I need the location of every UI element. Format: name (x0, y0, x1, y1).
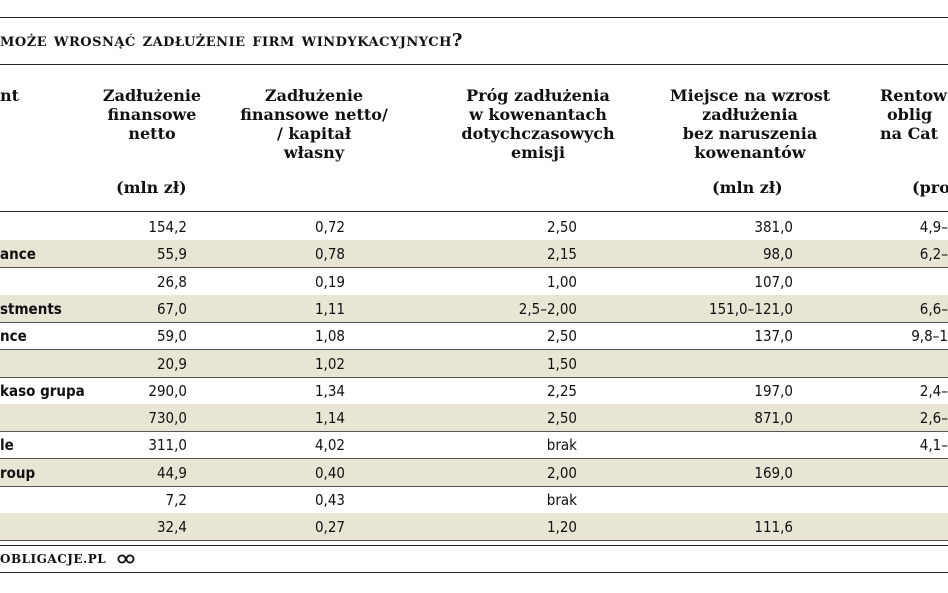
cell-threshold: 1,00 (546, 272, 577, 291)
col-header-room: Miejsce na wzrost zadłużenia bez narusze… (669, 86, 831, 162)
row-divider (0, 485, 948, 487)
infinity-logo-icon (117, 549, 135, 571)
cell-ratio: 0,43 (314, 491, 345, 509)
header-top-rule (0, 64, 948, 65)
col-header-threshold: Próg zadłużenia w kowenantach dotychczas… (461, 86, 615, 162)
cell-name: ance (0, 245, 36, 264)
cell-debt: 26,8 (156, 272, 187, 291)
cell-yield: 2,4– (919, 381, 948, 400)
cell-ratio: 4,02 (314, 436, 345, 455)
table-row: roup 44,9 0,40 2,00 169,0 (0, 458, 948, 487)
cell-ratio: 0,78 (314, 245, 345, 264)
cell-threshold: brak (546, 491, 577, 509)
cell-threshold: 2,15 (546, 245, 577, 264)
cell-name: roup (0, 463, 36, 482)
row-divider (0, 376, 948, 378)
row-divider (0, 267, 948, 269)
cell-yield: 4,1– (919, 436, 948, 455)
cell-debt: 55,9 (156, 245, 187, 264)
row-divider (0, 540, 948, 542)
table-row: 26,8 0,19 1,00 107,0 (0, 268, 948, 296)
cell-threshold: 1,20 (546, 518, 577, 537)
cell-room: 107,0 (754, 272, 793, 291)
row-divider (0, 431, 948, 433)
table-row: ance 55,9 0,78 2,15 98,0 6,2– (0, 240, 948, 269)
cell-debt: 32,4 (156, 518, 187, 537)
cell-ratio: 1,08 (314, 327, 345, 346)
page-title: może wrosnąć zadłużenie firm windykacyjn… (0, 30, 463, 51)
cell-name: stments (0, 299, 62, 318)
col-header-name: nt (0, 86, 20, 105)
table-row: 7,2 0,43 brak (0, 486, 948, 514)
cell-threshold: 2,00 (546, 463, 577, 482)
cell-room: 381,0 (754, 218, 793, 236)
table-row: 154,2 0,72 2,50 381,0 4,9– (0, 213, 948, 241)
table-row: 32,4 0,27 1,20 111,6 (0, 513, 948, 542)
cell-yield: 6,6– (919, 299, 948, 318)
cell-ratio: 0,19 (314, 272, 345, 291)
cell-ratio: 1,11 (314, 299, 345, 318)
cell-yield: 2,6– (919, 409, 948, 428)
cell-threshold: 2,50 (546, 327, 577, 346)
cell-ratio: 1,02 (314, 354, 345, 373)
table-row: 730,0 1,14 2,50 871,0 2,6– (0, 404, 948, 433)
col-header-yield: Rentow oblig na Cat (880, 86, 947, 143)
cell-threshold: 2,25 (546, 381, 577, 400)
cell-yield: 9,8–1 (911, 327, 948, 346)
cell-ratio: 1,14 (314, 409, 345, 428)
cell-ratio: 0,72 (314, 218, 345, 236)
cell-debt: 154,2 (148, 218, 187, 236)
cell-room: 151,0–121,0 (709, 299, 793, 318)
cell-name: nce (0, 327, 27, 346)
col-header-ratio: Zadłużenie finansowe netto/ / kapitał wł… (240, 86, 388, 162)
cell-debt: 290,0 (148, 381, 187, 400)
cell-threshold: 2,5–2,00 (518, 299, 577, 318)
cell-threshold: 2,50 (546, 409, 577, 428)
cell-room: 111,6 (754, 518, 793, 537)
cell-debt: 67,0 (156, 299, 187, 318)
cell-debt: 311,0 (148, 436, 187, 455)
source-label: obligacje.pl (0, 552, 107, 566)
header-bottom-rule (0, 211, 948, 212)
cell-threshold: 1,50 (546, 354, 577, 373)
col-header-debt: Zadłużenie finansowe netto (102, 86, 202, 143)
cell-room: 169,0 (754, 463, 793, 482)
cell-debt: 20,9 (156, 354, 187, 373)
cell-name: le (0, 436, 14, 455)
table-row: stments 67,0 1,11 2,5–2,00 151,0–121,0 6,6– (0, 294, 948, 323)
cell-ratio: 0,27 (314, 518, 345, 537)
cell-threshold: 2,50 (546, 218, 577, 236)
col-unit-room: (mln zł) (712, 178, 783, 197)
cell-room: 137,0 (754, 327, 793, 346)
cell-room: 98,0 (762, 245, 793, 264)
cell-yield: 4,9– (919, 218, 948, 236)
footer-bottom-rule (0, 572, 948, 573)
cell-name: kaso grupa (0, 381, 85, 400)
source-footer: obligacje.pl (0, 548, 135, 570)
cell-debt: 7,2 (165, 491, 187, 509)
table-row: kaso grupa 290,0 1,34 2,25 197,0 2,4– (0, 377, 948, 405)
cell-threshold: brak (546, 436, 577, 455)
cell-debt: 59,0 (156, 327, 187, 346)
cell-room: 197,0 (754, 381, 793, 400)
row-divider (0, 321, 948, 323)
table-row: le 311,0 4,02 brak 4,1– (0, 431, 948, 460)
col-unit-yield: (pro (912, 178, 948, 197)
title-top-rule (0, 17, 948, 18)
col-unit-debt: (mln zł) (116, 178, 187, 197)
cell-room: 871,0 (754, 409, 793, 428)
table-row: nce 59,0 1,08 2,50 137,0 9,8–1 (0, 322, 948, 351)
cell-debt: 44,9 (156, 463, 187, 482)
table-bottom-rule (0, 545, 948, 546)
cell-yield: 6,2– (919, 245, 948, 264)
cell-debt: 730,0 (148, 409, 187, 428)
cell-ratio: 1,34 (314, 381, 345, 400)
table-row: 20,9 1,02 1,50 (0, 349, 948, 378)
cell-ratio: 0,40 (314, 463, 345, 482)
